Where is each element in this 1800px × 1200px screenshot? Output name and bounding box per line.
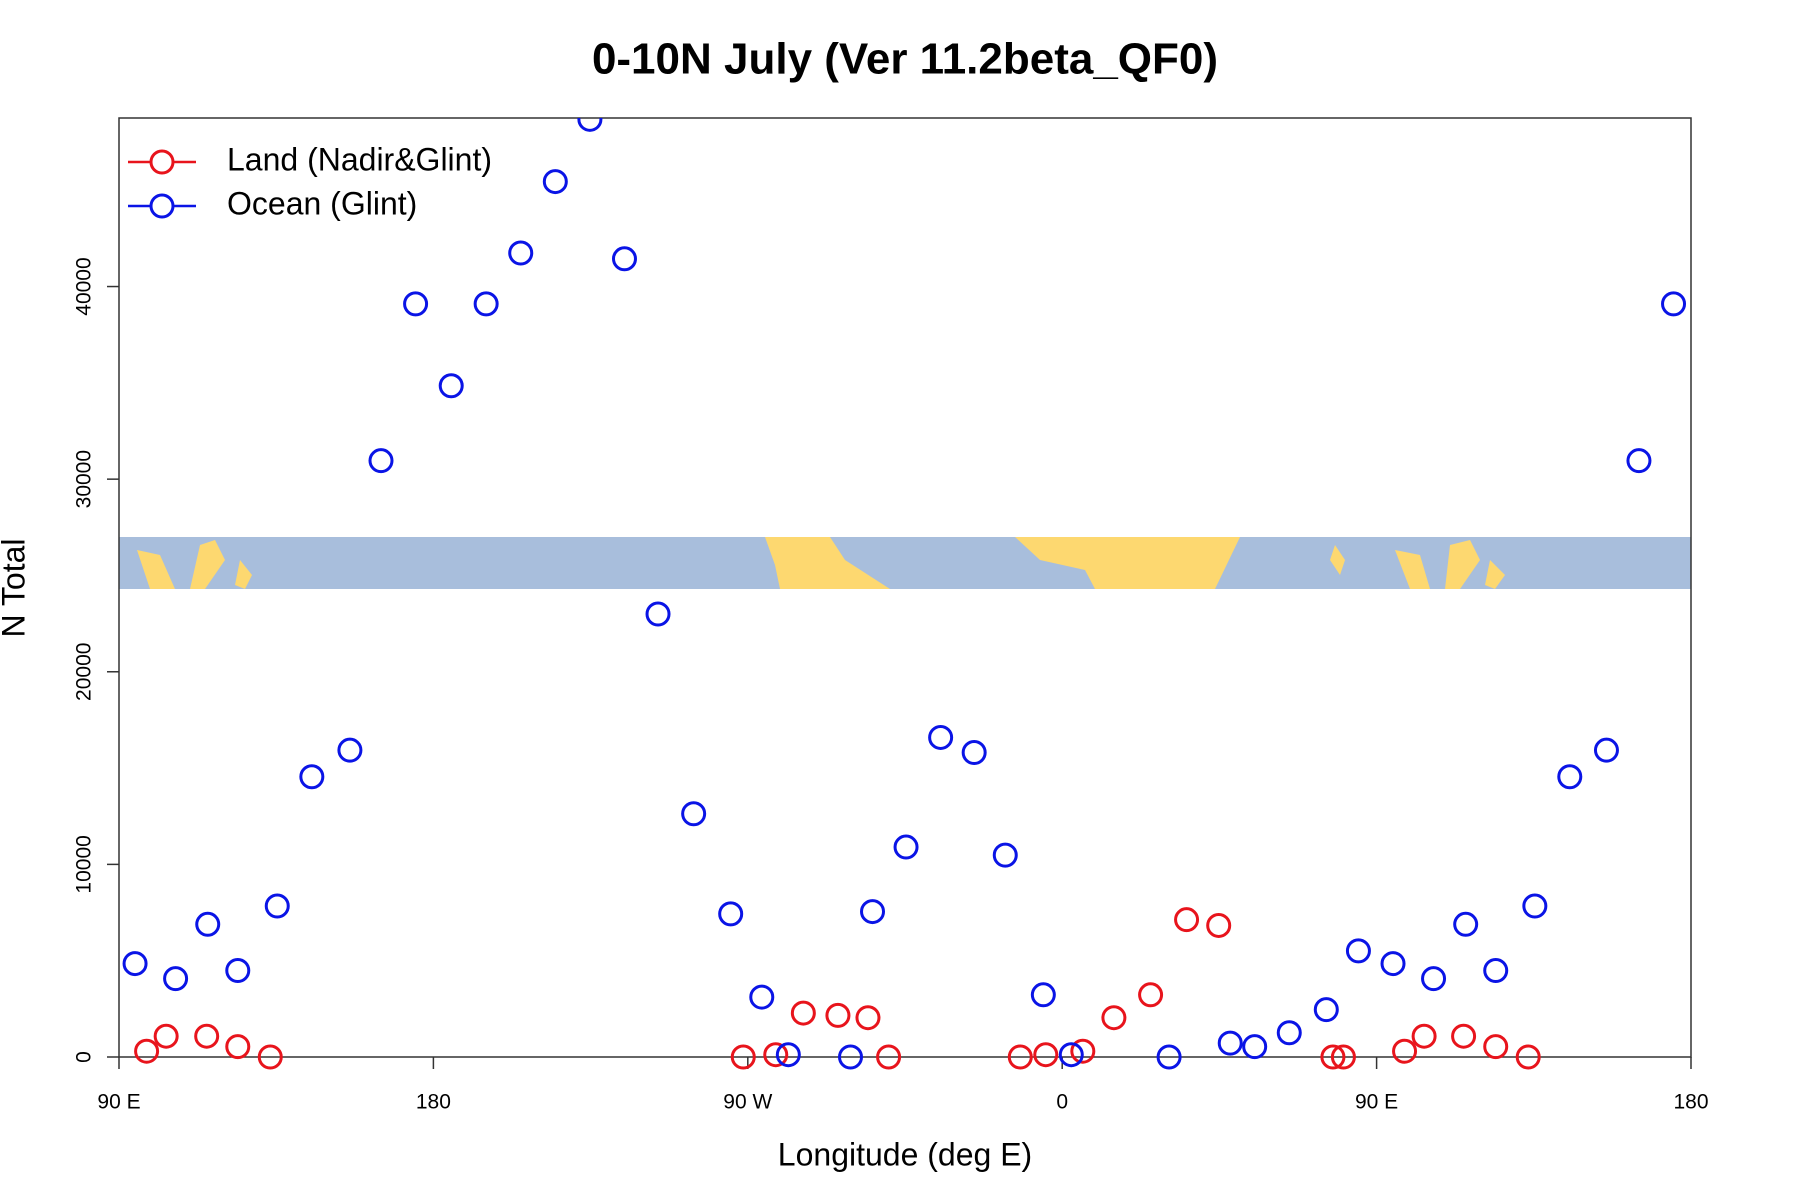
y-axis-label: N Total bbox=[0, 538, 31, 637]
point bbox=[1483, 958, 1509, 984]
legend-label: Ocean (Glint) bbox=[227, 185, 417, 221]
point bbox=[1593, 737, 1619, 763]
point bbox=[1330, 1044, 1356, 1070]
land-shape bbox=[1330, 540, 1505, 589]
legend-label: Land (Nadir&Glint) bbox=[227, 141, 492, 177]
point bbox=[992, 842, 1018, 868]
point bbox=[730, 1044, 756, 1070]
y-tick-label: 40000 bbox=[73, 257, 96, 315]
point bbox=[876, 1044, 902, 1070]
plot-frame bbox=[118, 117, 1692, 1058]
x-axis-label: Longitude (deg E) bbox=[778, 1136, 1032, 1172]
y-tick-label: 0 bbox=[73, 1051, 96, 1063]
point bbox=[1515, 1044, 1541, 1070]
point bbox=[134, 1038, 160, 1064]
y-tick-label: 10000 bbox=[73, 835, 96, 893]
chart-title: 0-10N July (Ver 11.2beta_QF0) bbox=[592, 35, 1218, 84]
point bbox=[1007, 1044, 1033, 1070]
map-strip bbox=[119, 537, 1691, 589]
point bbox=[1156, 1044, 1182, 1070]
point bbox=[775, 1042, 801, 1068]
point bbox=[1320, 1044, 1346, 1070]
x-tick-label: 180 bbox=[416, 1091, 451, 1114]
point bbox=[838, 1044, 864, 1070]
point bbox=[763, 1042, 789, 1068]
legend-marker bbox=[149, 193, 175, 219]
point bbox=[855, 1005, 881, 1031]
point bbox=[860, 899, 886, 925]
point bbox=[577, 118, 603, 132]
point bbox=[1626, 448, 1652, 474]
point bbox=[508, 240, 534, 266]
point bbox=[1345, 938, 1371, 964]
point bbox=[225, 1034, 251, 1060]
point bbox=[1411, 1023, 1437, 1049]
point bbox=[790, 1000, 816, 1026]
point bbox=[1483, 1034, 1509, 1060]
point bbox=[1557, 764, 1583, 790]
point bbox=[1421, 966, 1447, 992]
point bbox=[337, 737, 363, 763]
point bbox=[195, 911, 221, 937]
point bbox=[1138, 982, 1164, 1008]
point bbox=[611, 246, 637, 272]
point bbox=[194, 1023, 220, 1049]
y-tick-label: 20000 bbox=[73, 643, 96, 701]
legend-marker bbox=[149, 149, 175, 175]
point bbox=[749, 984, 775, 1010]
y-tick-label: 30000 bbox=[73, 450, 96, 508]
point bbox=[542, 169, 568, 195]
point bbox=[1206, 912, 1232, 938]
point bbox=[825, 1002, 851, 1028]
point bbox=[1174, 907, 1200, 933]
point bbox=[1058, 1042, 1084, 1068]
point bbox=[1522, 893, 1548, 919]
x-tick-label: 0 bbox=[1056, 1091, 1068, 1114]
point bbox=[122, 951, 148, 977]
land-shape bbox=[765, 537, 890, 589]
point bbox=[961, 739, 987, 765]
point bbox=[368, 448, 394, 474]
point bbox=[264, 893, 290, 919]
point bbox=[403, 291, 429, 317]
point bbox=[225, 958, 251, 984]
point bbox=[893, 834, 919, 860]
point bbox=[1101, 1005, 1127, 1031]
point bbox=[1030, 982, 1056, 1008]
point bbox=[257, 1044, 283, 1070]
point bbox=[1392, 1038, 1418, 1064]
point bbox=[1661, 291, 1687, 317]
point bbox=[1313, 997, 1339, 1023]
point bbox=[1242, 1034, 1268, 1060]
point bbox=[153, 1023, 179, 1049]
point bbox=[438, 373, 464, 399]
point bbox=[299, 764, 325, 790]
point bbox=[645, 601, 671, 627]
x-tick-label: 90 E bbox=[1355, 1091, 1398, 1114]
point bbox=[928, 724, 954, 750]
point bbox=[1451, 1023, 1477, 1049]
x-tick-label: 90 E bbox=[97, 1091, 140, 1114]
point bbox=[718, 901, 744, 927]
ocean-band bbox=[119, 537, 1691, 589]
point bbox=[681, 801, 707, 827]
point bbox=[163, 966, 189, 992]
land-shape bbox=[1015, 537, 1240, 589]
point bbox=[1070, 1038, 1096, 1064]
land-shape bbox=[137, 540, 252, 589]
x-tick-label: 180 bbox=[1673, 1091, 1708, 1114]
point bbox=[1276, 1020, 1302, 1046]
point bbox=[1217, 1030, 1243, 1056]
points bbox=[122, 118, 1687, 1070]
point bbox=[1033, 1042, 1059, 1068]
point bbox=[1380, 951, 1406, 977]
point bbox=[473, 291, 499, 317]
x-tick-label: 90 W bbox=[723, 1091, 772, 1114]
point bbox=[1453, 911, 1479, 937]
